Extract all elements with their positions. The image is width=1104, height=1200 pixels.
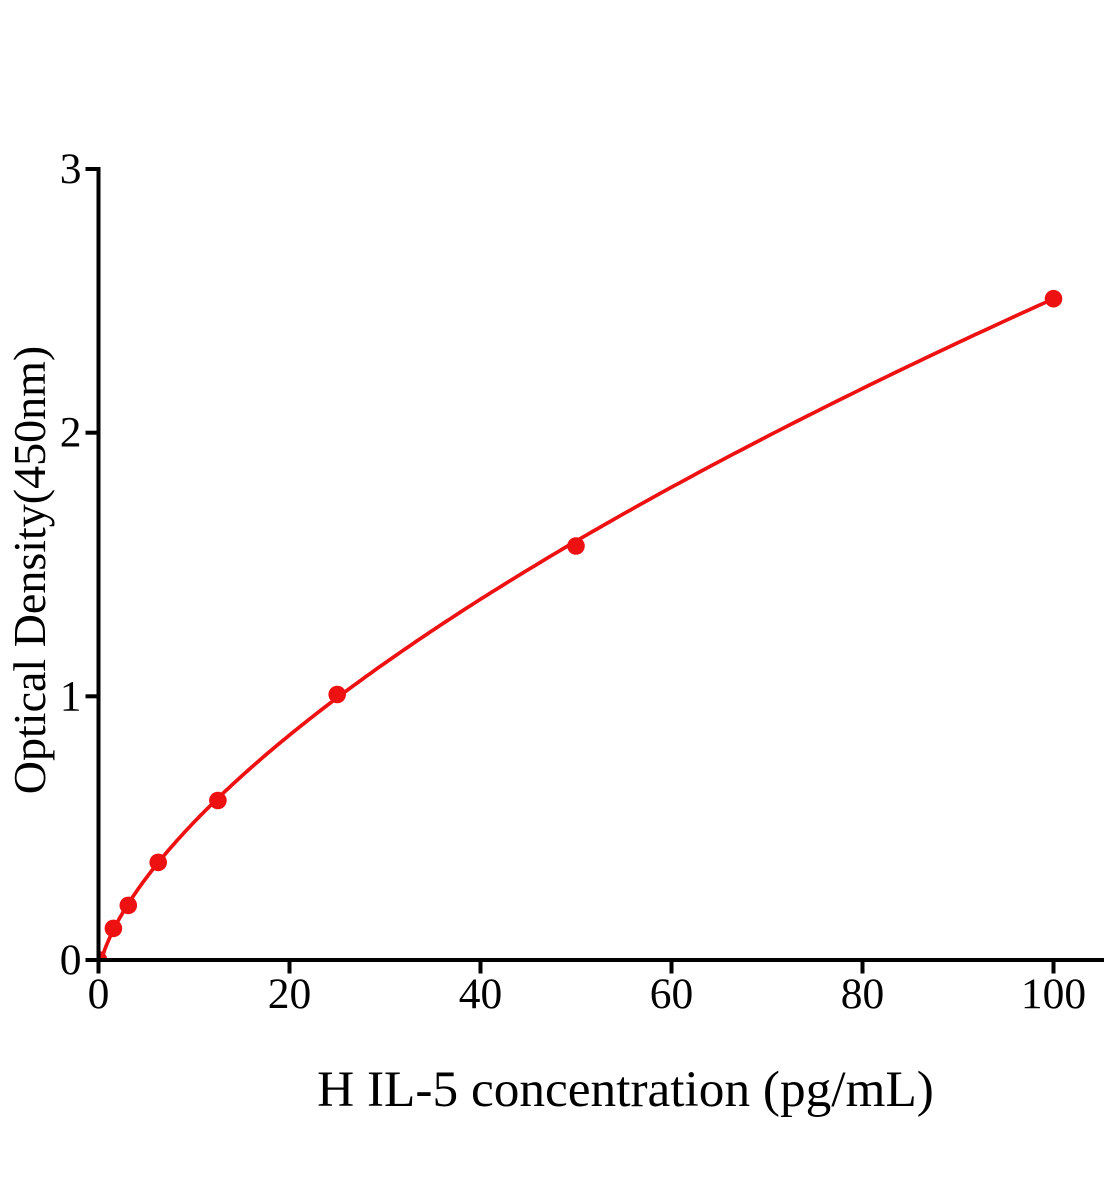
svg-text:3: 3 — [60, 145, 82, 193]
svg-text:40: 40 — [459, 970, 503, 1018]
svg-text:20: 20 — [268, 970, 312, 1018]
svg-text:100: 100 — [1021, 970, 1086, 1018]
svg-text:H IL-5 concentration (pg/mL): H IL-5 concentration (pg/mL) — [317, 1061, 934, 1118]
svg-text:Optical Density(450nm): Optical Density(450nm) — [4, 346, 55, 794]
svg-text:0: 0 — [60, 936, 82, 984]
svg-text:1: 1 — [60, 672, 82, 720]
svg-text:60: 60 — [650, 970, 694, 1018]
svg-text:2: 2 — [60, 409, 82, 457]
svg-text:80: 80 — [841, 970, 885, 1018]
svg-text:0: 0 — [88, 970, 110, 1018]
